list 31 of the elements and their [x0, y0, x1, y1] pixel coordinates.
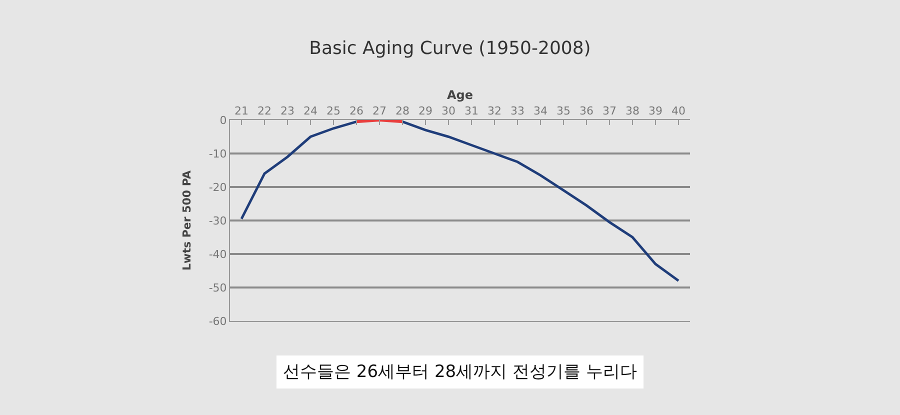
x-tick-label: 37 — [602, 104, 616, 118]
x-tick-label: 39 — [648, 104, 662, 118]
x-tick-label: 21 — [234, 104, 248, 118]
x-tick-label: 33 — [510, 104, 524, 118]
x-tick-label: 23 — [280, 104, 294, 118]
x-tick-label: 24 — [304, 104, 318, 118]
x-tick-label: 31 — [464, 104, 478, 118]
y-tick-label: -50 — [208, 281, 227, 294]
text: 선수들은 26세부터 28세까지 전성기를 누리다 — [283, 362, 637, 382]
x-tick-label: 35 — [556, 104, 570, 118]
chart-title: Basic Aging Curve (1950-2008) — [309, 38, 591, 60]
x-tick-label: 29 — [418, 104, 432, 118]
y-tick-label: -20 — [208, 180, 227, 194]
x-tick-label: 34 — [534, 104, 548, 118]
x-tick-label: 26 — [350, 104, 364, 118]
y-tick-label: -10 — [208, 147, 227, 160]
x-tick-label: 40 — [672, 104, 686, 118]
y-tick-label: -40 — [208, 248, 227, 261]
x-tick-label: 32 — [488, 104, 502, 118]
y-tick-label: -30 — [208, 214, 227, 228]
y-tick-label: 0 — [220, 114, 227, 127]
y-axis-title: Lwts Per 500 PA — [180, 170, 194, 270]
x-tick-label: 38 — [626, 104, 640, 118]
y-tick-label: -60 — [208, 314, 227, 328]
x-tick-label: 30 — [442, 104, 456, 118]
x-tick-label: 36 — [580, 104, 594, 118]
x-axis-title: Age — [446, 88, 474, 102]
x-tick-label: 25 — [326, 104, 340, 118]
x-tick-label: 27 — [372, 104, 386, 118]
x-tick-label: 28 — [396, 104, 410, 118]
x-tick-label: 22 — [258, 104, 272, 118]
